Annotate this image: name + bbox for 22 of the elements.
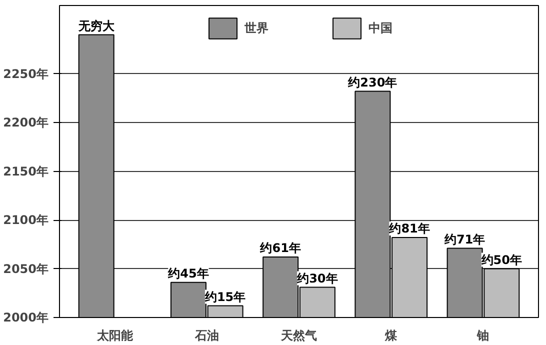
data-label: 约30年 bbox=[296, 271, 338, 286]
data-label: 约81年 bbox=[388, 222, 430, 236]
y-tick-label: 2000年 bbox=[3, 310, 49, 324]
x-tick-label: 煤 bbox=[384, 328, 398, 342]
data-label: 约71年 bbox=[443, 232, 486, 246]
x-tick-label: 石油 bbox=[194, 328, 219, 342]
y-tick-label: 2050年 bbox=[3, 262, 49, 276]
x-tick-label: 铀 bbox=[476, 328, 490, 342]
data-label: 约45年 bbox=[167, 266, 209, 280]
x-tick-label: 太阳能 bbox=[96, 328, 134, 342]
data-label: 约15年 bbox=[204, 290, 246, 304]
y-tick-label: 2100年 bbox=[3, 213, 49, 227]
data-label: 约50年 bbox=[480, 252, 522, 267]
legend-label: 中国 bbox=[368, 20, 392, 36]
y-tick-label: 2200年 bbox=[3, 116, 49, 130]
data-label: 约61年 bbox=[259, 241, 301, 256]
y-tick-label: 2250年 bbox=[3, 66, 49, 81]
x-tick-label: 天然气 bbox=[280, 328, 317, 342]
data-label: 无穷大 bbox=[77, 18, 116, 33]
legend-label: 世界 bbox=[244, 20, 268, 36]
data-label: 约230年 bbox=[347, 75, 398, 90]
y-tick-label: 2150年 bbox=[3, 164, 49, 178]
